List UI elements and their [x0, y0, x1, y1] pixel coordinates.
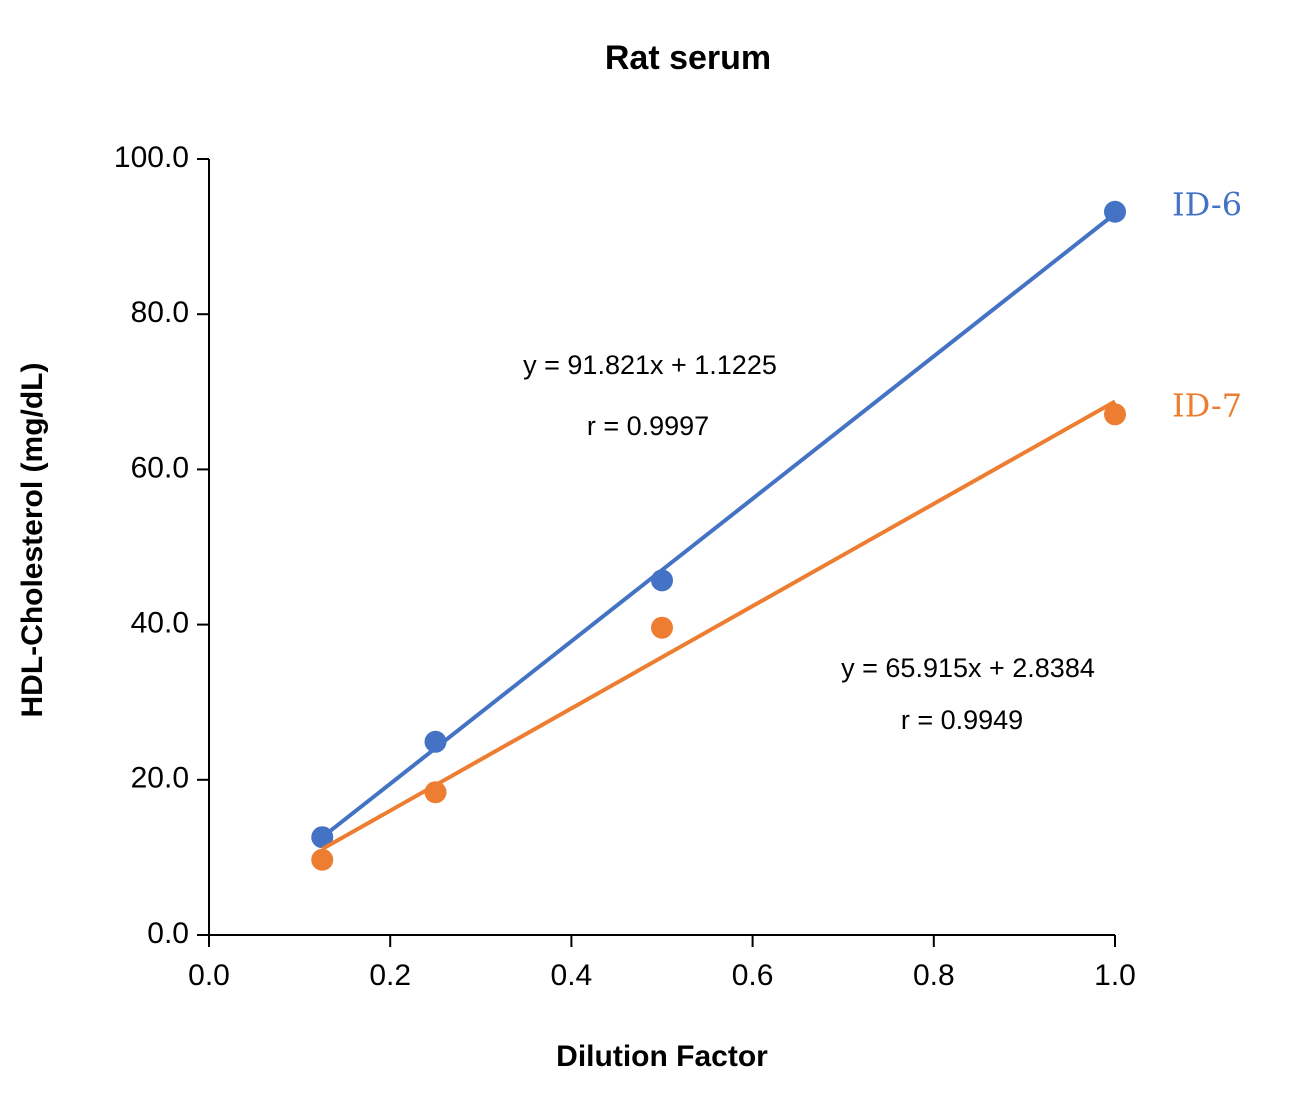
- data-point: [1104, 200, 1126, 223]
- x-tick-label: 0.4: [551, 959, 593, 992]
- chart-title: Rat serum: [605, 39, 771, 77]
- x-tick-label: 0.0: [188, 959, 230, 992]
- x-tick-label: 0.8: [913, 959, 955, 992]
- series-label: ID-6: [1172, 186, 1242, 224]
- y-tick-label: 100.0: [114, 141, 189, 174]
- y-tick-label: 0.0: [147, 917, 189, 950]
- trendline: [321, 212, 1117, 839]
- x-tick-label: 0.2: [369, 959, 411, 992]
- trendline-equation: y = 65.915x + 2.8384: [841, 653, 1095, 683]
- series-label: ID-7: [1172, 387, 1242, 425]
- data-point: [651, 569, 673, 592]
- x-tick-label: 1.0: [1094, 959, 1136, 992]
- data-point: [311, 826, 334, 849]
- data-point: [1104, 403, 1126, 426]
- data-point: [651, 616, 673, 639]
- trendline-r: r = 0.9997: [587, 411, 709, 441]
- data-point: [424, 730, 447, 753]
- y-tick-label: 40.0: [131, 607, 189, 640]
- x-axis-label: Dilution Factor: [556, 1040, 768, 1073]
- data-point: [311, 848, 334, 871]
- trendline-r: r = 0.9949: [901, 705, 1023, 735]
- y-tick-label: 60.0: [131, 451, 189, 484]
- y-tick-label: 20.0: [131, 762, 189, 795]
- y-tick-label: 80.0: [131, 296, 189, 329]
- trendline: [321, 399, 1116, 851]
- y-axis-label: HDL-Cholesterol (mg/dL): [16, 363, 49, 718]
- trendline-equation: y = 91.821x + 1.1225: [523, 350, 777, 380]
- x-tick-label: 0.6: [732, 959, 774, 992]
- data-point: [424, 781, 447, 804]
